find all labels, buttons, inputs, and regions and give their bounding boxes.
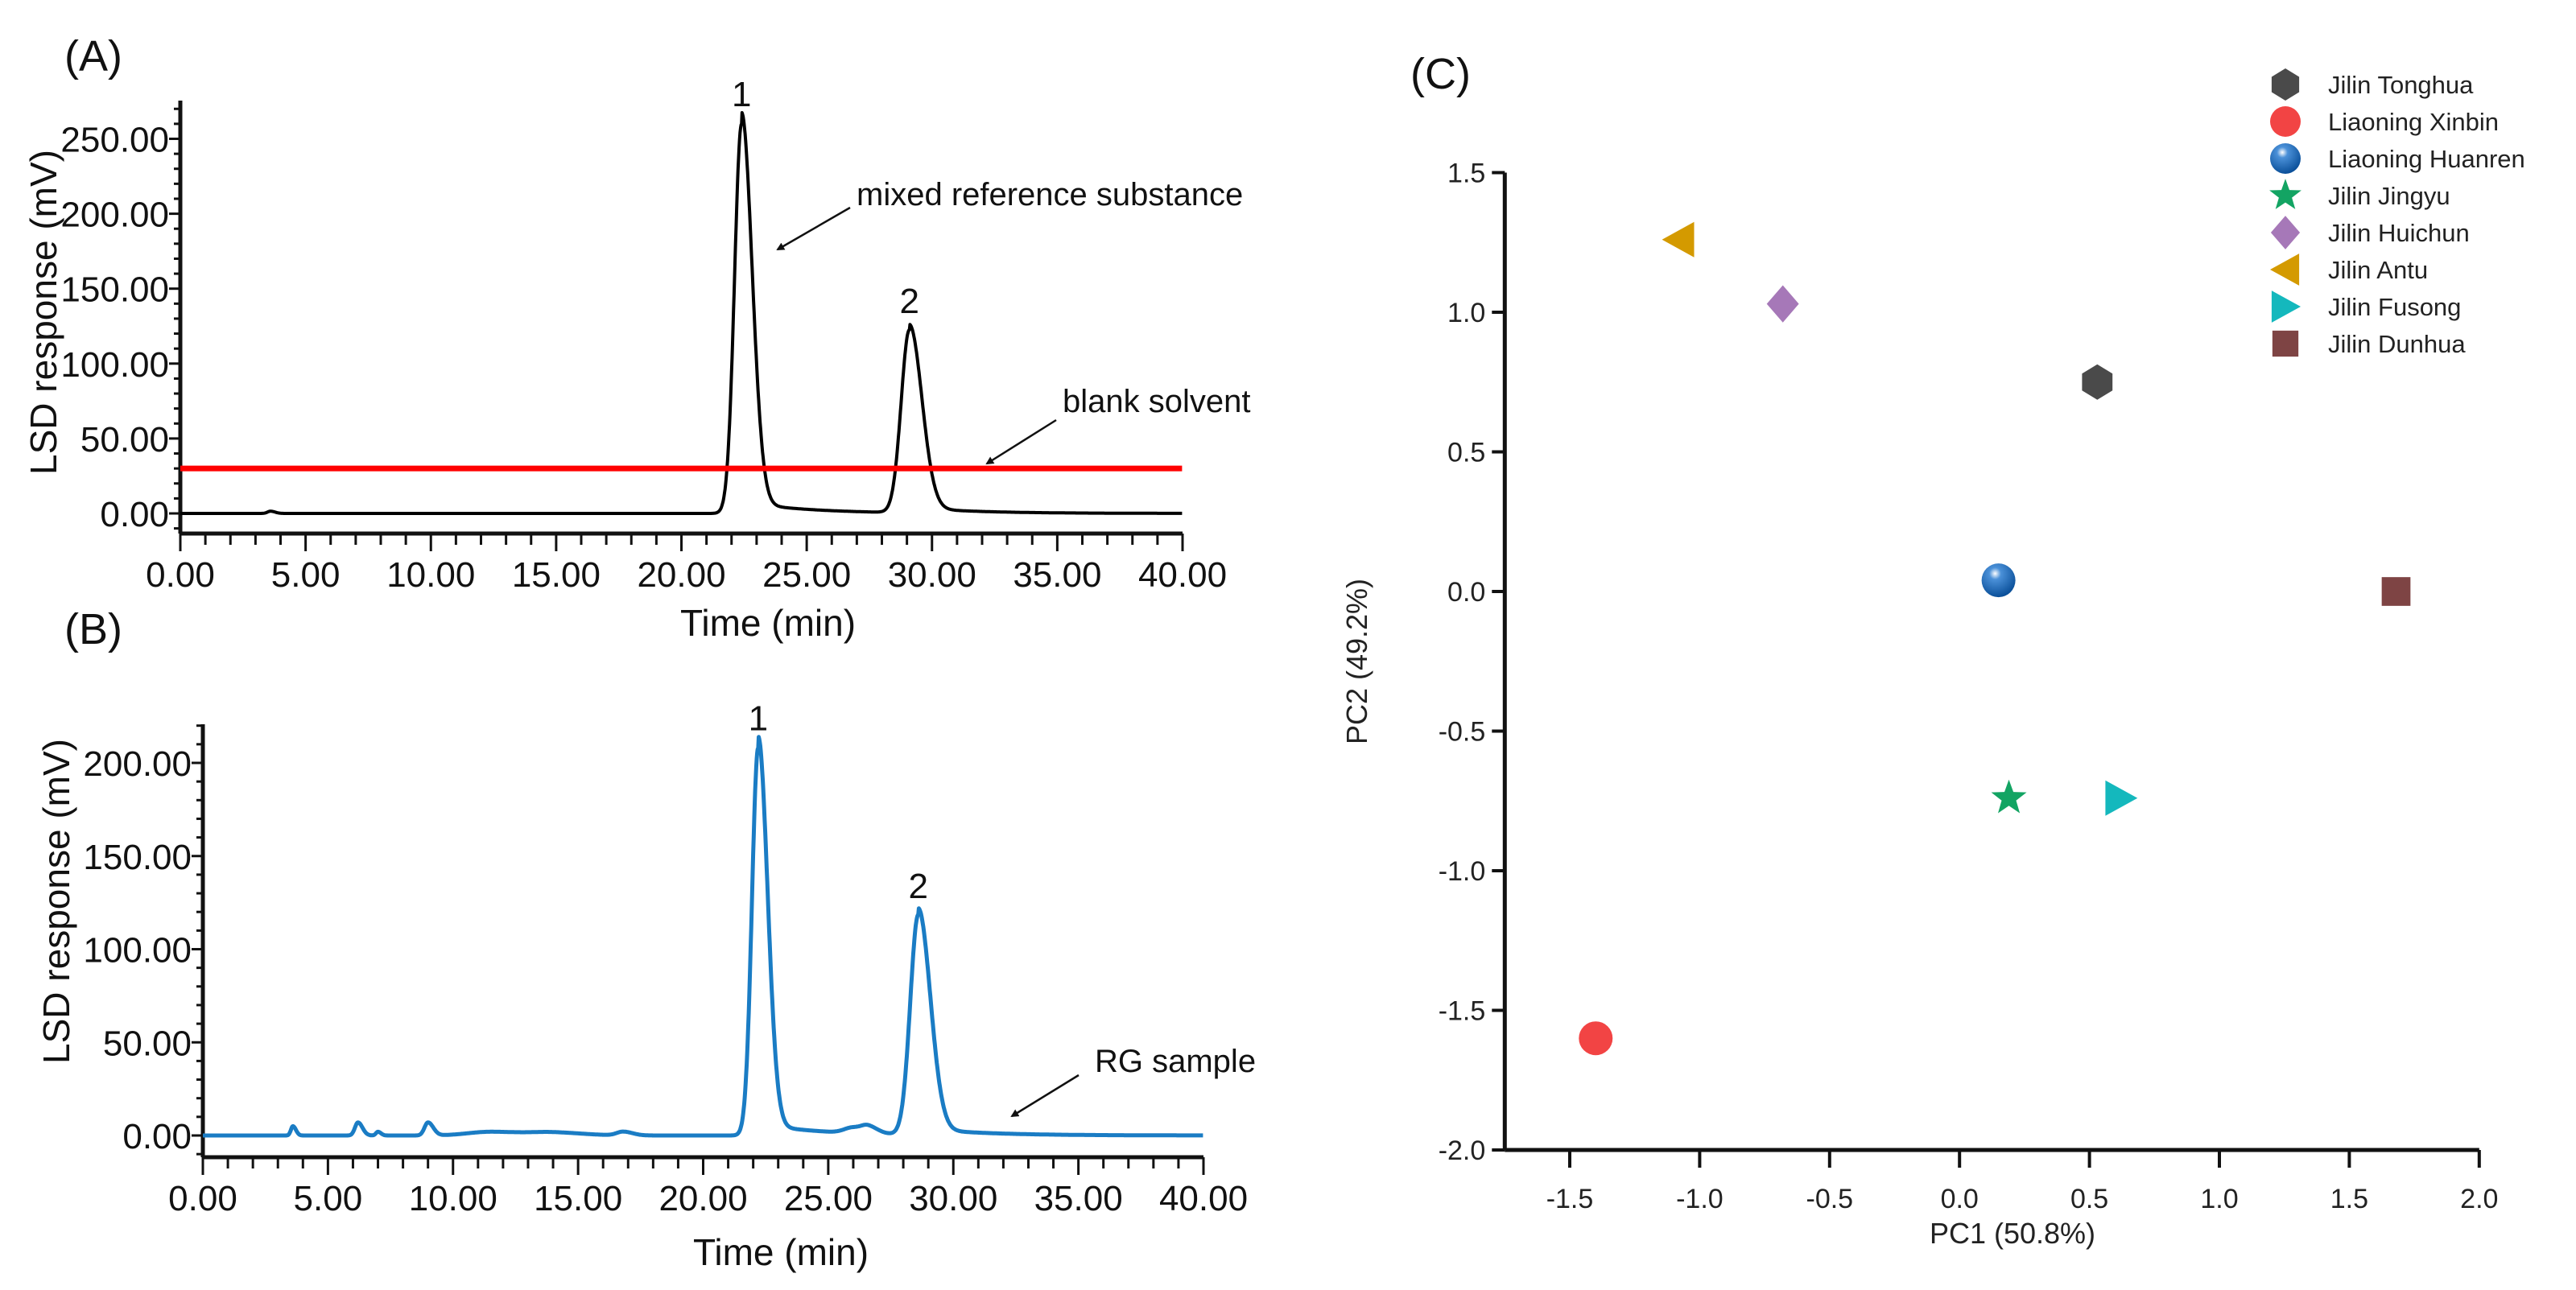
x-tick-label: 15.00 (512, 555, 601, 595)
legend-label: Jilin Tonghua (2328, 71, 2474, 99)
y-tick-label: 0.5 (1447, 438, 1485, 468)
legend-label: Jilin Huichun (2328, 219, 2470, 247)
y-tick-label: 1.0 (1447, 298, 1485, 328)
data-point-jilin-fusong (2105, 780, 2138, 816)
y-tick-label: 0.00 (122, 1117, 192, 1156)
x-tick-label: 5.00 (271, 555, 341, 595)
series-line-mixed-reference-substance (179, 111, 1183, 515)
x-tick-label: 25.00 (784, 1179, 873, 1218)
data-point-jilin-tonghua (2082, 364, 2113, 400)
x-tick-label: 20.00 (658, 1179, 747, 1218)
chromatogram-a: (A) 0.00 5.00 10.00 15.00 20.00 25.00 30.00 35.… (23, 32, 1250, 644)
legend-marker-icon (2271, 291, 2301, 323)
x-tick-label: 30.00 (909, 1179, 997, 1218)
x-tick-label: -1.5 (1546, 1184, 1594, 1214)
y-tick-label: 50.00 (80, 420, 169, 460)
y-tick-label: 0.00 (100, 495, 169, 534)
x-tick-label: 10.00 (386, 555, 475, 595)
annotation-blank-solvent: blank solvent (1063, 384, 1250, 419)
y-tick-label: 1.5 (1447, 159, 1485, 189)
panel-label-a: (A) (64, 32, 122, 80)
x-tick-label: 5.00 (294, 1179, 363, 1218)
legend-label: Jilin Dunhua (2328, 330, 2466, 358)
y-tick-label: 50.00 (103, 1024, 192, 1063)
y-tick-label: 250.00 (60, 121, 169, 160)
x-tick-label: 0.0 (1941, 1184, 1979, 1214)
annotation-arrow (1010, 1074, 1080, 1118)
legend-marker-icon (2271, 68, 2300, 101)
legend-marker-icon (2269, 179, 2301, 209)
y-axis-label-b: LSD response (mV) (35, 739, 77, 1064)
legend-marker-icon (2270, 216, 2301, 249)
peak-label-1: 1 (749, 699, 768, 738)
x-tick-label: 30.00 (888, 555, 976, 595)
x-axis-label-a: Time (min) (680, 602, 856, 644)
data-point-jilin-jingyu (1991, 779, 2027, 814)
y-tick-label: -1.0 (1439, 856, 1486, 887)
series-line-RG-sample (201, 735, 1205, 1138)
y-axis-label-a: LSD response (mV) (23, 150, 64, 475)
x-tick-label: -0.5 (1806, 1184, 1854, 1214)
x-tick-label: 35.00 (1034, 1179, 1123, 1218)
y-tick-label: 0.0 (1447, 577, 1485, 608)
y-tick-label: 150.00 (83, 838, 192, 877)
y-tick-label: 100.00 (83, 931, 192, 971)
y-tick-label: 150.00 (60, 270, 169, 310)
peak-label-2: 2 (909, 867, 928, 906)
x-tick-label: 20.00 (637, 555, 725, 595)
legend-marker-icon (2270, 106, 2301, 137)
y-tick-label: -0.5 (1439, 717, 1486, 748)
legend-marker-icon (2270, 143, 2301, 174)
annotation-rg-sample: RG sample (1095, 1044, 1256, 1079)
y-axis-label-c: PC2 (49.2%) (1340, 579, 1373, 744)
annotation-mixed-reference: mixed reference substance (857, 177, 1243, 212)
peak-label-1: 1 (732, 75, 751, 114)
x-tick-label: 35.00 (1013, 555, 1101, 595)
data-point-jilin-huichun (1766, 285, 1799, 323)
data-point-jilin-dunhua (2381, 577, 2411, 606)
annotation-arrow (985, 418, 1057, 465)
legend-label: Jilin Fusong (2328, 293, 2461, 321)
x-tick-label: 10.00 (409, 1179, 497, 1218)
data-point-liaoning-xinbin (1579, 1021, 1613, 1056)
legend-label: Liaoning Huanren (2328, 145, 2525, 173)
legend-label: Liaoning Xinbin (2328, 108, 2499, 136)
x-tick-label: 0.00 (168, 1179, 237, 1218)
x-axis-label-c: PC1 (50.8%) (1930, 1217, 2095, 1250)
chromatogram-b: (B) 0.00 5.00 10.00 15.00 20.00 25.00 30.00 35.… (35, 605, 1256, 1273)
y-tick-label: 100.00 (60, 345, 169, 385)
y-tick-label: 200.00 (60, 196, 169, 235)
y-tick-label: -2.0 (1439, 1135, 1486, 1166)
annotation-arrow (776, 206, 851, 251)
x-tick-label: 0.00 (146, 555, 215, 595)
x-tick-label: 0.5 (2070, 1184, 2108, 1214)
legend-marker-icon (2272, 330, 2299, 357)
x-tick-label: 1.5 (2330, 1184, 2368, 1214)
x-tick-label: 2.0 (2460, 1184, 2498, 1214)
panel-label-c: (C) (1410, 50, 1471, 98)
y-tick-label: -1.5 (1439, 996, 1486, 1027)
legend-label: Jilin Antu (2328, 256, 2428, 284)
peak-label-2: 2 (899, 282, 919, 321)
x-axis-label-b: Time (min) (693, 1231, 869, 1273)
data-point-jilin-antu (1662, 221, 1695, 258)
x-tick-label: 15.00 (534, 1179, 622, 1218)
x-tick-label: -1.0 (1676, 1184, 1724, 1214)
legend-marker-icon (2270, 253, 2300, 286)
pca-scatter: (C) -1.5 -1.0 -0.5 0.0 0.5 1.0 1.5 2.0 -2.0 -1.5 -… (1340, 50, 2525, 1250)
x-tick-label: 25.00 (762, 555, 851, 595)
y-tick-label: 200.00 (83, 744, 192, 784)
legend-label: Jilin Jingyu (2328, 182, 2450, 210)
legend: Jilin Tonghua Liaoning Xinbin Liaoning Hua… (2269, 68, 2525, 358)
data-point-liaoning-huanren (1981, 563, 2016, 598)
panel-label-b: (B) (64, 605, 122, 653)
x-tick-label: 1.0 (2200, 1184, 2238, 1214)
x-tick-label: 40.00 (1138, 555, 1227, 595)
x-tick-label: 40.00 (1159, 1179, 1248, 1218)
